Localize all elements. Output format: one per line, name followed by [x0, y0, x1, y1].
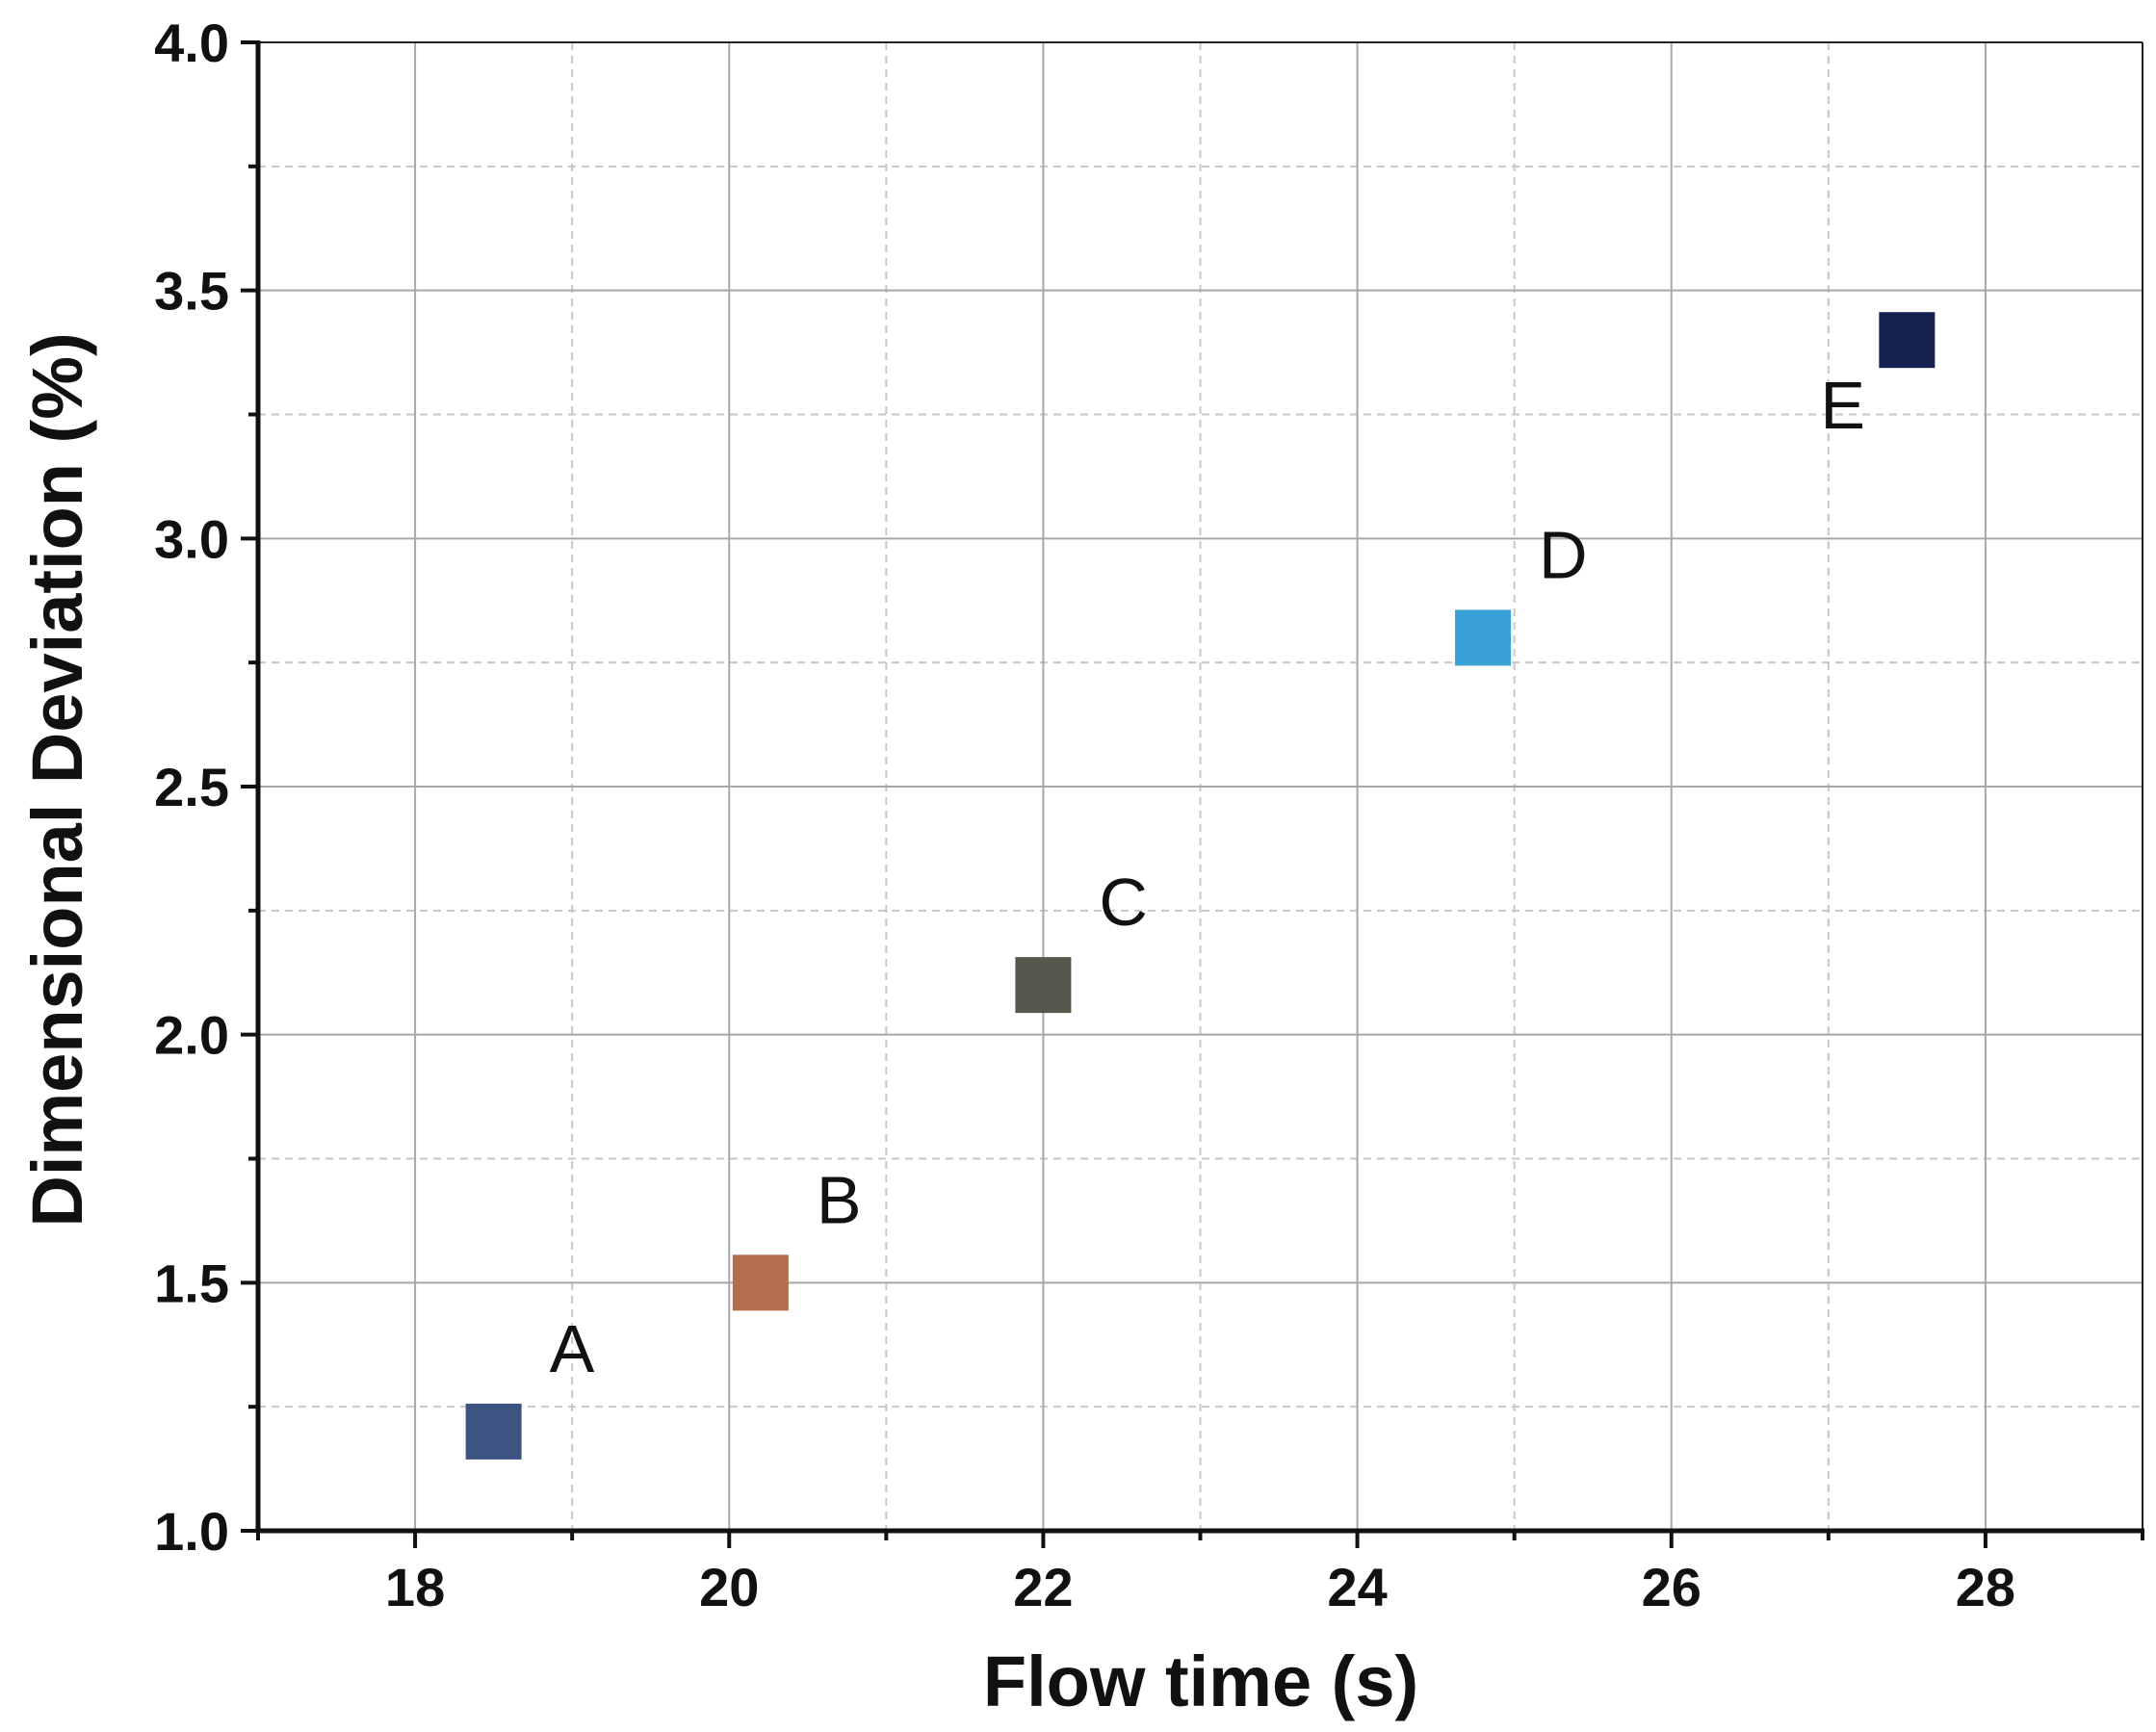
x-tick-label: 28: [1956, 1557, 2015, 1617]
y-tick-label: 1.5: [154, 1253, 229, 1313]
y-tick-label: 1.0: [154, 1501, 229, 1562]
data-point-d: [1455, 609, 1512, 666]
x-tick-label: 26: [1642, 1557, 1701, 1617]
point-labels: A B C D E: [550, 368, 1865, 1386]
data-point-a: [465, 1403, 522, 1460]
point-label-e: E: [1820, 368, 1865, 443]
x-tick-label: 20: [699, 1557, 759, 1617]
x-tick-label: 22: [1013, 1557, 1073, 1617]
axes: [241, 40, 2144, 1548]
x-tick-label: 24: [1327, 1557, 1387, 1617]
x-tick-label: 18: [385, 1557, 445, 1617]
point-label-c: C: [1099, 865, 1148, 940]
y-tick-label: 2.5: [154, 757, 229, 817]
point-label-a: A: [550, 1311, 595, 1386]
y-tick-label: 2.0: [154, 1005, 229, 1066]
data-point-e: [1879, 312, 1935, 369]
data-point-b: [732, 1254, 789, 1311]
y-axis-title: Dimensional Deviation (%): [17, 332, 97, 1227]
tick-labels: 18 20 22 24 26 28 1.0 1.5 2.0 2.5 3.0 3.5 4.0: [154, 13, 2015, 1617]
grid-lines: [258, 42, 2143, 1531]
point-label-b: B: [817, 1162, 862, 1237]
data-points: [465, 312, 1935, 1460]
y-tick-label: 4.0: [154, 13, 229, 73]
x-axis-title: Flow time (s): [983, 1642, 1418, 1721]
y-tick-label: 3.5: [154, 261, 229, 322]
point-label-d: D: [1539, 517, 1588, 592]
data-point-c: [1015, 957, 1072, 1014]
y-tick-label: 3.0: [154, 508, 229, 569]
